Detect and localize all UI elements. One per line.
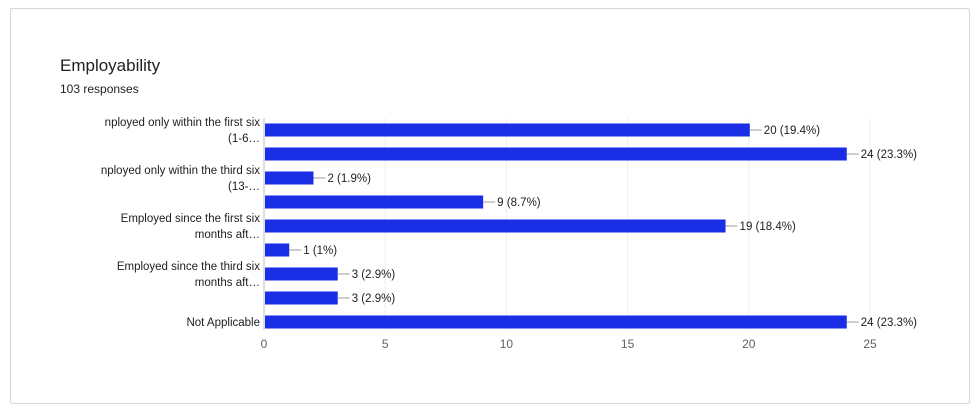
category-label: (13-… <box>228 181 260 193</box>
bar <box>265 195 484 209</box>
bar <box>265 243 290 257</box>
bar-value-label: 20 (19.4%) <box>764 125 820 137</box>
x-tick-label: 15 <box>621 337 635 351</box>
bar-value-label: 24 (23.3%) <box>861 149 917 161</box>
category-label: nployed only within the third six <box>101 165 260 177</box>
bar-value-label: 2 (1.9%) <box>327 173 371 185</box>
category-label: nployed only within the first six <box>105 117 261 129</box>
bar-value-label: 24 (23.3%) <box>861 317 917 329</box>
x-tick-label: 20 <box>742 337 756 351</box>
x-tick-label: 10 <box>500 337 514 351</box>
category-label: (1-6… <box>228 133 260 145</box>
bar-value-label: 19 (18.4%) <box>740 221 796 233</box>
chart-title: Employability <box>60 56 161 75</box>
chart-card <box>10 8 970 404</box>
bar <box>265 171 314 185</box>
bar <box>265 291 338 305</box>
bar <box>265 267 338 281</box>
category-label: Not Applicable <box>186 317 260 329</box>
bar-value-label: 9 (8.7%) <box>497 197 541 209</box>
x-tick-label: 5 <box>382 337 389 351</box>
bar <box>265 315 847 329</box>
category-label: months aft… <box>195 229 260 241</box>
response-count: 103 responses <box>60 82 139 96</box>
category-label: months aft… <box>195 277 260 289</box>
bar-value-label: 3 (2.9%) <box>352 269 396 281</box>
bar <box>265 147 847 161</box>
bar <box>265 219 726 233</box>
category-label: Employed since the third six <box>117 261 260 273</box>
category-label: Employed since the first six <box>121 213 261 225</box>
bar-value-label: 3 (2.9%) <box>352 293 396 305</box>
bar <box>265 123 750 137</box>
x-tick-label: 0 <box>261 337 268 351</box>
bar-value-label: 1 (1%) <box>303 245 337 257</box>
x-tick-label: 25 <box>863 337 877 351</box>
